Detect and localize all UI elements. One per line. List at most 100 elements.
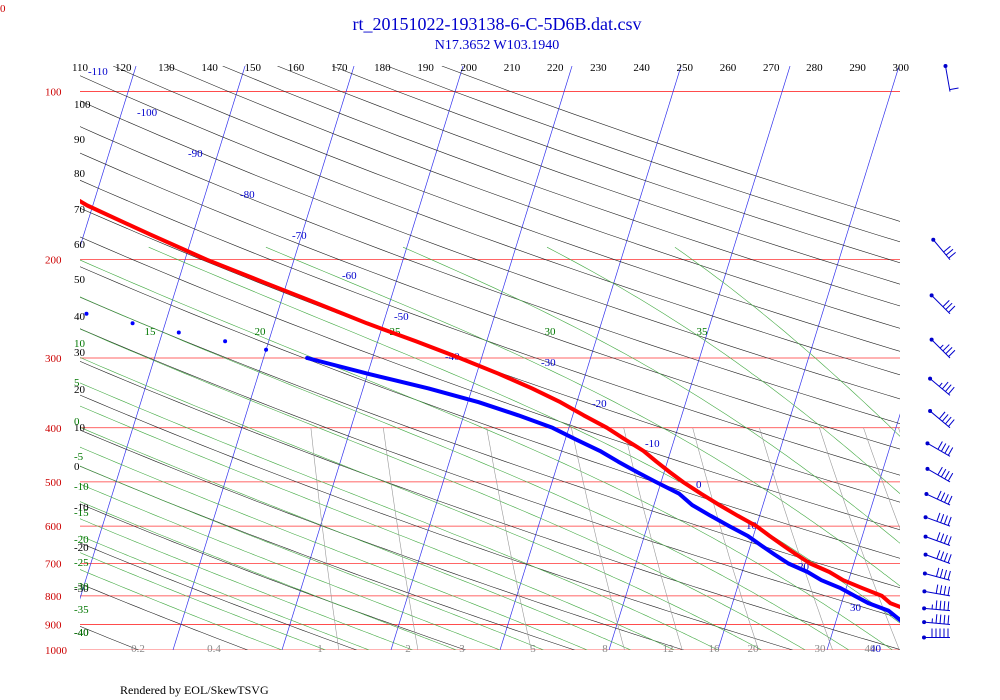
wind-barb-flag — [948, 419, 955, 427]
dry-adiabat-line — [80, 100, 900, 400]
wind-barb-flag — [947, 554, 952, 563]
moist-adiabat-line — [80, 405, 675, 650]
wind-barb-flag — [940, 551, 945, 561]
dry-adiabat-label: 30 — [74, 347, 86, 359]
dry-adiabat-label: 50 — [74, 274, 86, 286]
dry-adiabat-line — [80, 361, 900, 650]
wind-barb-flag — [943, 614, 946, 624]
pressure-tick-label: 1000 — [45, 645, 68, 657]
isotherm-line — [281, 66, 464, 650]
wind-barb — [928, 376, 955, 396]
moist-adiabat-line — [80, 426, 631, 650]
wind-barb-flag — [947, 586, 951, 596]
wind-barb-flag — [944, 470, 950, 480]
isotherm-label: 20 — [798, 561, 810, 573]
pressure-tick-label: 300 — [45, 353, 62, 365]
theta-tick-label: 140 — [201, 62, 218, 74]
wind-barb — [922, 614, 951, 625]
moist-left-label: -40 — [74, 627, 89, 639]
wind-barb-flag — [947, 495, 953, 505]
mixing-ratio-line — [692, 427, 759, 650]
moist-adiabat-line — [80, 552, 326, 650]
moist-adiabat-line — [80, 382, 719, 650]
wind-barb-flag — [944, 445, 950, 454]
mixing-ratio-label: 40 — [865, 643, 877, 655]
isotherm-line — [390, 66, 573, 650]
moist-adiabat-line — [80, 328, 806, 650]
wind-barb-staff — [924, 621, 951, 625]
temperature-point — [102, 26, 106, 30]
moist-left-label: 0 — [74, 416, 80, 428]
grid-layer — [80, 66, 900, 650]
theta-tick-label: 260 — [720, 62, 737, 74]
wind-barb-dot — [943, 63, 948, 68]
wind-barb-flag — [948, 305, 956, 313]
pressure-tick-label: 500 — [45, 477, 62, 489]
wind-barb-flag — [945, 384, 952, 392]
dry-adiabat-label: 0 — [74, 461, 80, 473]
wind-barb-flag — [943, 515, 948, 525]
pressure-tick-label: 700 — [45, 558, 62, 570]
mixing-ratio-line — [819, 427, 900, 650]
dry-adiabat-line — [80, 429, 684, 650]
dewpoint-point — [84, 311, 89, 316]
moist-adiabat-line — [674, 246, 900, 437]
moist-left-label: -10 — [74, 481, 89, 493]
isotherm-label: 10 — [746, 520, 758, 532]
theta-tick-label: 180 — [374, 62, 391, 74]
wind-barb-dot — [923, 552, 928, 557]
wind-barb-flag — [947, 536, 952, 546]
mixing-ratio-label: 0.2 — [131, 643, 145, 655]
wind-barb-staff — [925, 554, 951, 564]
wind-barb-flag — [940, 492, 946, 501]
dewpoint-point — [264, 347, 269, 352]
mixing-ratio-line — [759, 427, 833, 650]
moist-top-label: 30 — [545, 326, 557, 338]
moist-adiabat-line — [148, 246, 900, 624]
mixing-ratio-label: 20 — [748, 643, 760, 655]
moist-adiabat-line — [402, 246, 900, 544]
isotherm-label: -60 — [342, 270, 357, 282]
isotherm-label: -80 — [240, 189, 255, 201]
moist-adiabat-line — [80, 296, 849, 650]
dry-adiabat-label: 10 — [74, 422, 86, 434]
wind-barb-flag — [935, 567, 940, 577]
moist-left-label: -20 — [74, 534, 89, 546]
temperature-point — [39, 53, 43, 57]
moist-left-label: 10 — [74, 338, 86, 350]
wind-barb — [922, 628, 950, 640]
mixing-ratio-line — [486, 427, 532, 650]
wind-barb-flag — [940, 533, 945, 543]
wind-barb-flag — [947, 447, 954, 456]
moist-left-label: 5 — [74, 377, 80, 389]
mixing-ratio-label: 8 — [602, 643, 608, 655]
dry-adiabat-label: 100 — [74, 99, 91, 111]
isotherm-line — [172, 66, 355, 650]
moist-adiabat-line — [80, 569, 283, 650]
wind-barb-flag — [947, 570, 951, 580]
moist-left-label: -35 — [74, 604, 89, 616]
wind-barb-staff — [944, 65, 951, 92]
dry-adiabat-label: 60 — [74, 239, 86, 251]
dewpoint-point — [130, 321, 135, 326]
theta-tick-label: 210 — [504, 62, 521, 74]
isotherm-label: -70 — [292, 230, 307, 242]
wind-barb-staff — [931, 339, 951, 359]
wind-barb-flag — [943, 585, 947, 595]
wind-barb-flag — [940, 468, 947, 478]
wind-barb-staff — [924, 590, 951, 597]
wind-barb-flag — [935, 584, 939, 594]
isotherm-label: -30 — [541, 357, 556, 369]
dewpoint-point — [223, 339, 228, 344]
wind-barb-flag — [935, 600, 938, 610]
isotherm-line — [80, 66, 246, 600]
isotherm-label: -110 — [88, 66, 108, 78]
wind-barb-flag — [945, 302, 953, 310]
wind-barb-dot — [922, 571, 927, 576]
theta-tick-label: 170 — [331, 62, 348, 74]
wind-barb-flag — [942, 344, 950, 352]
wind-barb-flag — [939, 585, 943, 595]
wind-barb-flag — [938, 411, 946, 420]
dry-adiabat-line — [80, 152, 900, 450]
